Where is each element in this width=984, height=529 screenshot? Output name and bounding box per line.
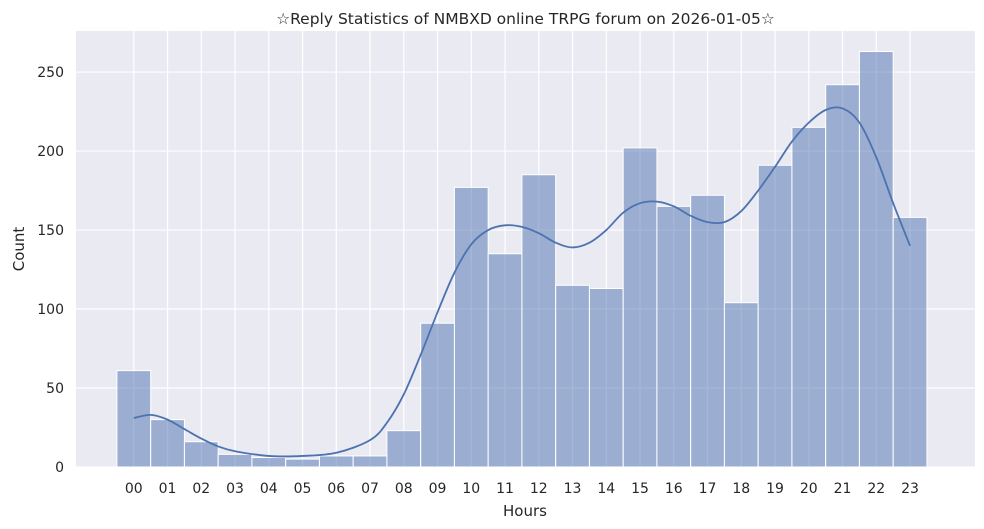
x-axis-label: Hours	[503, 502, 547, 520]
bar-08	[386, 430, 422, 468]
x-tick-label: 00	[125, 481, 143, 497]
x-tick-label: 01	[159, 481, 177, 497]
x-tick-label: 04	[260, 481, 278, 497]
chart-title: ☆Reply Statistics of NMBXD online TRPG f…	[276, 10, 775, 28]
bar-21	[825, 84, 860, 468]
bar-19	[757, 164, 793, 468]
x-tick-label: 14	[597, 481, 615, 497]
x-tick-label: 15	[631, 481, 649, 497]
bar-23	[892, 216, 928, 468]
bar-20	[791, 126, 827, 468]
x-tick-label: 08	[395, 481, 413, 497]
x-tick-label: 20	[800, 481, 818, 497]
bar-02	[183, 441, 219, 468]
x-tick-label: 06	[327, 481, 345, 497]
bar-15	[622, 147, 658, 468]
bar-18	[723, 302, 759, 468]
kde-line	[133, 106, 911, 458]
x-tick-label: 23	[901, 481, 919, 497]
y-ticks: 0 50 100 150 200 250	[37, 65, 64, 476]
bar-05	[285, 458, 320, 468]
y-tick-label: 250	[37, 65, 64, 81]
bar-04	[251, 457, 287, 468]
bars	[116, 51, 928, 468]
bar-13	[555, 284, 590, 468]
y-tick-label: 150	[37, 223, 64, 239]
bar-11	[487, 253, 523, 468]
bar-07	[352, 455, 388, 468]
y-axis-label: Count	[10, 227, 28, 272]
x-tick-label: 21	[834, 481, 852, 497]
x-tick-label: 02	[192, 481, 210, 497]
bar-22	[858, 51, 894, 468]
bar-12	[521, 174, 557, 468]
bar-14	[588, 287, 624, 468]
bar-00	[116, 370, 152, 468]
y-tick-label: 200	[37, 144, 64, 160]
x-tick-label: 13	[564, 481, 582, 497]
bar-03	[217, 453, 253, 468]
bar-09	[420, 322, 455, 468]
bar-10	[453, 186, 489, 468]
x-tick-label: 12	[530, 481, 548, 497]
x-tick-label: 11	[496, 481, 514, 497]
x-ticks: 00 01 02 03 04 05 06 07 08 09 10 11 12 13 14 15 16 17 18 19…	[125, 481, 919, 497]
x-tick-label: 03	[226, 481, 244, 497]
bar-06	[318, 455, 354, 468]
bar-17	[690, 194, 725, 468]
x-tick-label: 18	[732, 481, 750, 497]
y-tick-label: 0	[55, 460, 64, 476]
y-tick-label: 100	[37, 302, 64, 318]
y-tick-label: 50	[46, 381, 64, 397]
x-tick-label: 19	[766, 481, 784, 497]
bar-16	[656, 205, 692, 468]
x-tick-label: 22	[867, 481, 885, 497]
x-tick-label: 16	[665, 481, 683, 497]
x-tick-label: 10	[462, 481, 480, 497]
x-tick-label: 05	[294, 481, 312, 497]
x-tick-label: 09	[429, 481, 447, 497]
x-tick-label: 07	[361, 481, 379, 497]
x-tick-label: 17	[699, 481, 717, 497]
